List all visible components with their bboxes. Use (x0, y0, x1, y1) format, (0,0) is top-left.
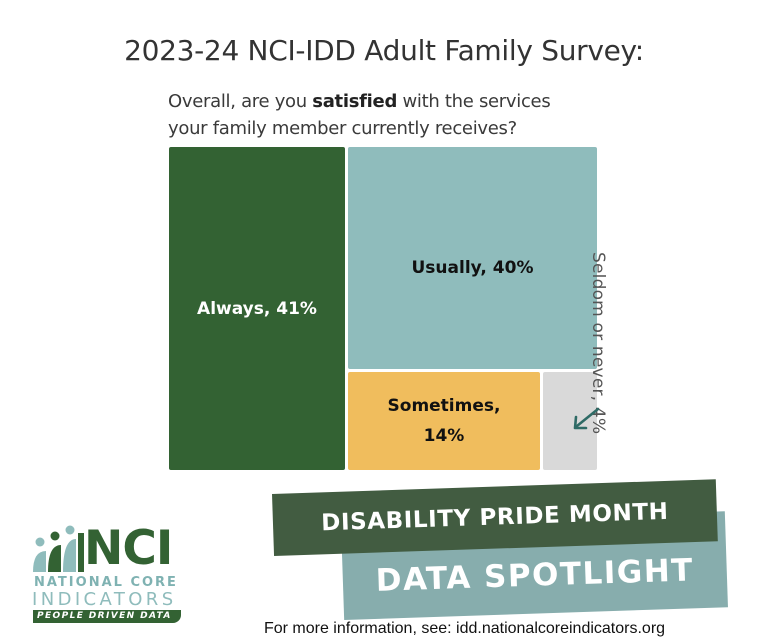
footer-info: For more information, see: idd.nationalc… (263, 620, 666, 637)
cell-label-sometimes-line2: 14% (423, 426, 465, 446)
logo-wordmark: NCI (84, 521, 173, 576)
logo-tagline: PEOPLE DRIVEN DATA (33, 610, 181, 623)
cell-label-sometimes-line1: Sometimes, (387, 396, 501, 416)
banner-line-2: DATA SPOTLIGHT (375, 552, 695, 599)
question-text-start: Overall, are you (168, 91, 313, 112)
logo-line-indicators: INDICATORS (32, 589, 177, 610)
chart-title: 2023-24 NCI-IDD Adult Family Survey: (124, 34, 644, 67)
treemap-cell-sometimes: Sometimes, 14% (348, 372, 540, 470)
banner-line-1: DISABILITY PRIDE MONTH (320, 498, 669, 537)
question-emphasis: satisfied (312, 91, 398, 112)
treemap-cell-usually: Usually, 40% (348, 147, 597, 369)
arrow-icon (573, 407, 600, 430)
cell-label-usually: Usually, 40% (411, 258, 534, 278)
nci-logo: NCI NATIONAL CORE INDICATORS PEOPLE DRIV… (30, 521, 185, 625)
logo-line-national-core: NATIONAL CORE (34, 575, 178, 590)
question-text-end: with the services (397, 91, 551, 112)
treemap-cell-seldom (543, 372, 597, 470)
treemap-cell-always: Always, 41% (169, 147, 345, 470)
cell-label-always: Always, 41% (197, 298, 317, 319)
people-icon (33, 525, 84, 572)
cell-label-sometimes: Sometimes, 14% (388, 391, 501, 451)
chart-question: Overall, are you satisfied with the serv… (168, 88, 628, 142)
question-line-2: your family member currently receives? (168, 118, 517, 139)
